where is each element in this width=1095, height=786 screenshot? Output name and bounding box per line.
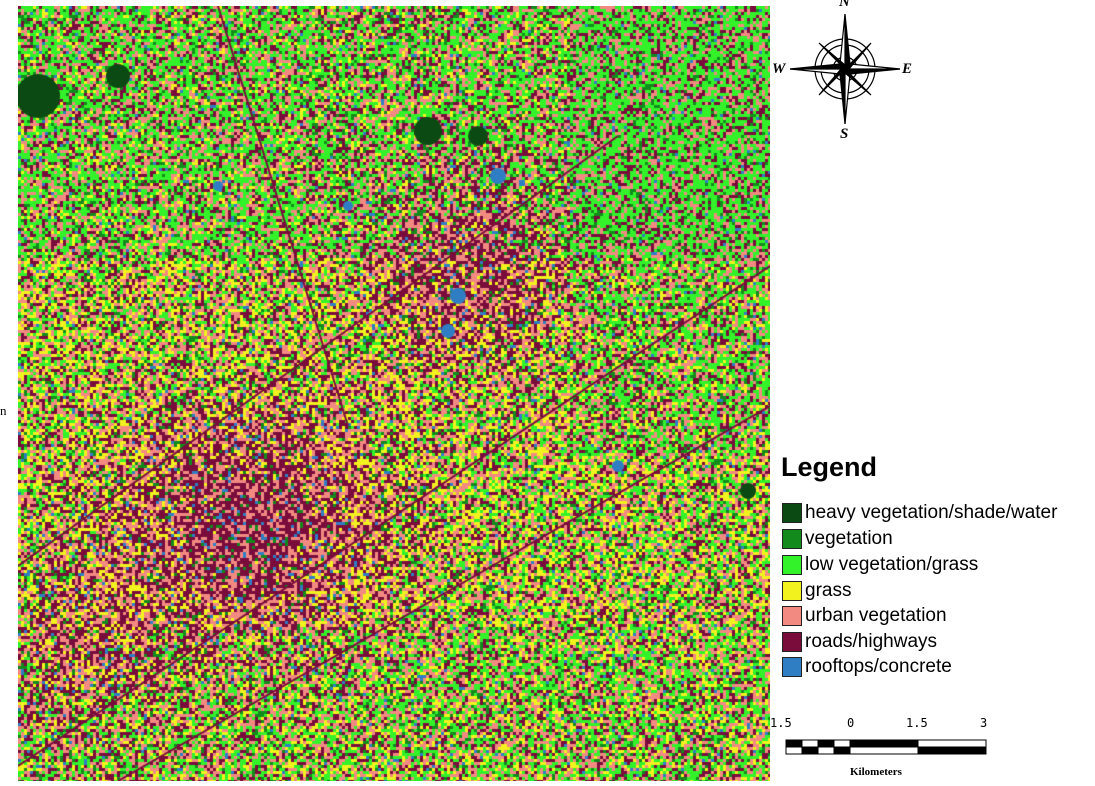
legend-swatch xyxy=(782,657,802,677)
legend-swatch xyxy=(782,632,802,652)
legend-label: rooftops/concrete xyxy=(805,656,952,677)
legend-label: grass xyxy=(805,580,852,601)
legend-label: heavy vegetation/shade/water xyxy=(805,502,1058,523)
north-arrow-compass: N S E W xyxy=(772,0,920,145)
classified-land-cover-map xyxy=(18,6,770,781)
legend-item-heavy-vegetation: heavy vegetation/shade/water xyxy=(782,502,1057,524)
legend-swatch xyxy=(782,529,802,549)
legend-item-rooftops: rooftops/concrete xyxy=(782,656,952,678)
map-legend: Legend heavy vegetation/shade/water vege… xyxy=(779,452,1093,682)
scale-tick-label: 1.5 xyxy=(770,716,792,730)
compass-rose-icon xyxy=(789,13,901,125)
legend-swatch xyxy=(782,503,802,523)
legend-label: low vegetation/grass xyxy=(805,554,979,575)
legend-label: urban vegetation xyxy=(805,605,947,626)
legend-swatch xyxy=(782,581,802,601)
legend-item-low-vegetation: low vegetation/grass xyxy=(782,554,978,576)
legend-label: vegetation xyxy=(805,528,893,549)
scale-tick-label: 3 xyxy=(980,716,988,730)
legend-title: Legend xyxy=(781,452,878,482)
compass-south-label: S xyxy=(840,126,849,142)
compass-west-label: W xyxy=(772,61,786,77)
legend-item-urban-vegetation: urban vegetation xyxy=(782,605,947,627)
legend-swatch xyxy=(782,555,802,575)
scale-tick-label: 0 xyxy=(847,716,855,730)
legend-label: roads/highways xyxy=(805,631,938,652)
legend-item-vegetation: vegetation xyxy=(782,528,893,550)
land-cover-raster xyxy=(18,6,770,781)
legend-item-grass: grass xyxy=(782,580,851,602)
scale-bar: 1.5 0 1.5 3 Kilometers xyxy=(770,716,995,784)
scale-tick-label: 1.5 xyxy=(906,716,928,730)
scale-unit-label: Kilometers xyxy=(850,766,902,778)
cropped-label-fragment: n xyxy=(0,403,7,418)
compass-north-label: N xyxy=(839,0,850,10)
legend-item-roads: roads/highways xyxy=(782,631,937,653)
compass-east-label: E xyxy=(902,61,913,77)
legend-swatch xyxy=(782,606,802,626)
scale-bar-graphic xyxy=(785,739,987,755)
